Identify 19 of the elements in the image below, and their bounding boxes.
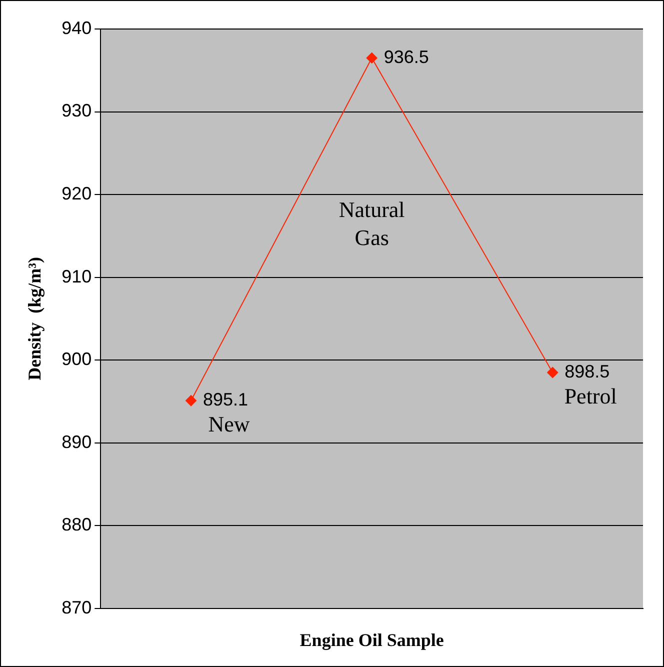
data-label: 898.5 [564,361,610,382]
y-tick-label: 920 [62,184,92,204]
x-axis-title: Engine Oil Sample [300,630,444,650]
x-tick-label: New [208,411,250,436]
data-label: 936.5 [384,46,429,67]
data-label: 895.1 [203,390,248,410]
point [366,52,378,64]
y-axis-title: Density (kg/m³) [24,257,44,380]
y-tick-label: 870 [62,597,92,618]
x-tick-label: Natural Gas [338,196,405,250]
y-tick-label: 910 [62,266,92,286]
x-tick-label: Petrol [564,383,617,408]
y-tick-label: 900 [62,349,92,370]
y-tick-label: 940 [62,18,92,38]
point [186,395,197,406]
y-tick-label: 930 [62,100,92,121]
point [547,367,558,378]
y-tick-label: 880 [62,514,92,535]
y-tick-label: 890 [62,432,92,452]
